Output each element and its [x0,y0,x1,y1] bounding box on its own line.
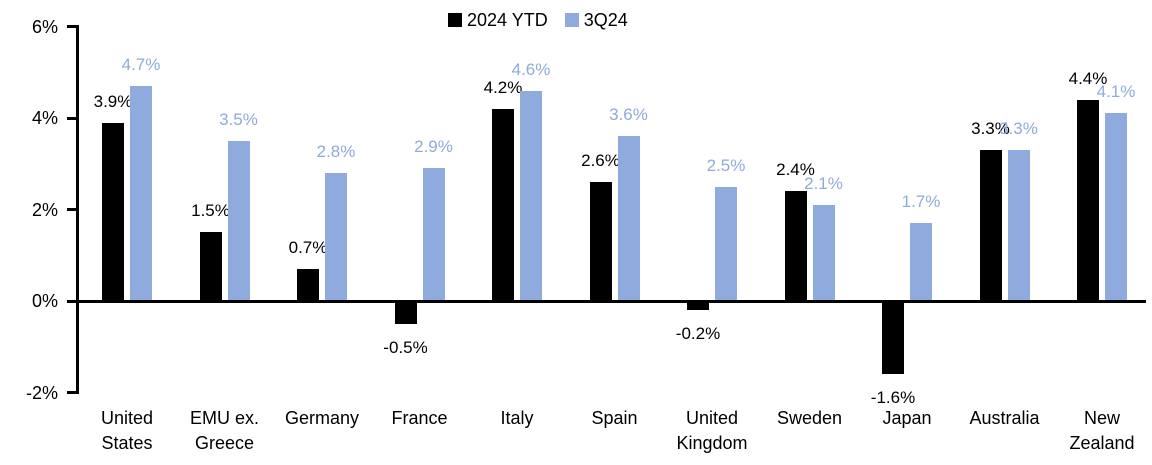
bar [1077,99,1099,301]
y-tick-label: 6% [31,16,58,37]
bar [715,186,737,301]
y-axis-line [76,25,79,394]
bar [422,168,445,301]
y-tick-mark-icon [67,116,78,120]
bar-value-label: 3.3% [999,119,1038,139]
category-label: Germany [284,408,360,428]
y-tick-mark-icon [67,25,78,28]
bar [784,191,807,301]
category-label: New Zealand [1069,408,1135,453]
bar-value-label: 2.8% [316,141,356,161]
bar [102,122,124,301]
bar [520,90,542,301]
x-axis-line [76,299,1146,303]
bar [979,150,1002,301]
bar-value-label: 3.5% [219,109,258,129]
bar [910,223,932,301]
y-tick-mark-icon [67,299,78,303]
category-label: United States [100,408,154,453]
bar-value-label: 4.2% [483,77,523,97]
bar-value-label: 4.1% [1096,82,1136,102]
bar-value-label: 2.5% [706,155,746,175]
category-label: Spain [591,408,638,428]
bar [589,182,612,301]
bar [199,232,222,301]
legend-label-2024-ytd: 2024 YTD [467,10,548,30]
bar-value-label: 3.9% [93,91,133,111]
y-tick-label: 2% [31,199,58,220]
bar [812,204,835,301]
category-label: Australia [969,408,1040,428]
bar-value-label: -1.6% [870,388,916,408]
bar [394,301,417,324]
bar [297,268,319,301]
category-label: United Kingdom [676,408,748,453]
bar [325,172,347,301]
bar [687,301,709,311]
bar-value-label: 2.6% [581,151,620,171]
bar-value-label: 3.6% [609,105,648,125]
legend-label-3q24: 3Q24 [583,10,628,30]
bar-value-label: -0.5% [383,337,428,357]
bar [130,85,152,301]
bar [882,301,904,375]
bar [492,108,514,301]
bar-value-label: 0.7% [288,237,328,257]
bar-value-label: 1.5% [191,201,230,221]
y-tick-label: 0% [31,291,58,311]
bar [1105,113,1127,301]
bar-value-label: 2.1% [804,173,843,193]
bar-value-label: 4.6% [511,59,551,79]
bar-value-label: 3.3% [971,119,1010,139]
bar-value-label: 4.4% [1068,68,1108,88]
bar-value-label: 2.4% [776,160,815,180]
bar-value-label: 4.7% [121,54,161,74]
legend-swatch-3q24-icon [564,13,579,27]
category-label: Sweden [776,408,843,428]
legend-swatch-2024-ytd-icon [448,13,462,27]
y-tick-mark-icon [67,208,78,211]
y-tick-label: -2% [25,382,58,403]
bar [227,140,250,301]
legend-item-3q24: 3Q24 [564,10,628,30]
bar [617,136,640,301]
legend-item-2024-ytd: 2024 YTD [448,11,548,29]
y-tick-label: 4% [31,108,58,128]
bar-value-label: 2.9% [414,137,453,157]
category-label: EMU ex. Greece [189,408,259,453]
legend: 2024 YTD 3Q24 [448,11,628,29]
category-label: France [391,408,448,428]
y-tick-mark-icon [67,391,78,394]
bar [1007,150,1030,301]
category-label: Japan [882,408,932,428]
bar-value-label: 1.7% [901,192,941,212]
category-label: Italy [500,408,534,428]
bar-value-label: -0.2% [675,324,721,344]
